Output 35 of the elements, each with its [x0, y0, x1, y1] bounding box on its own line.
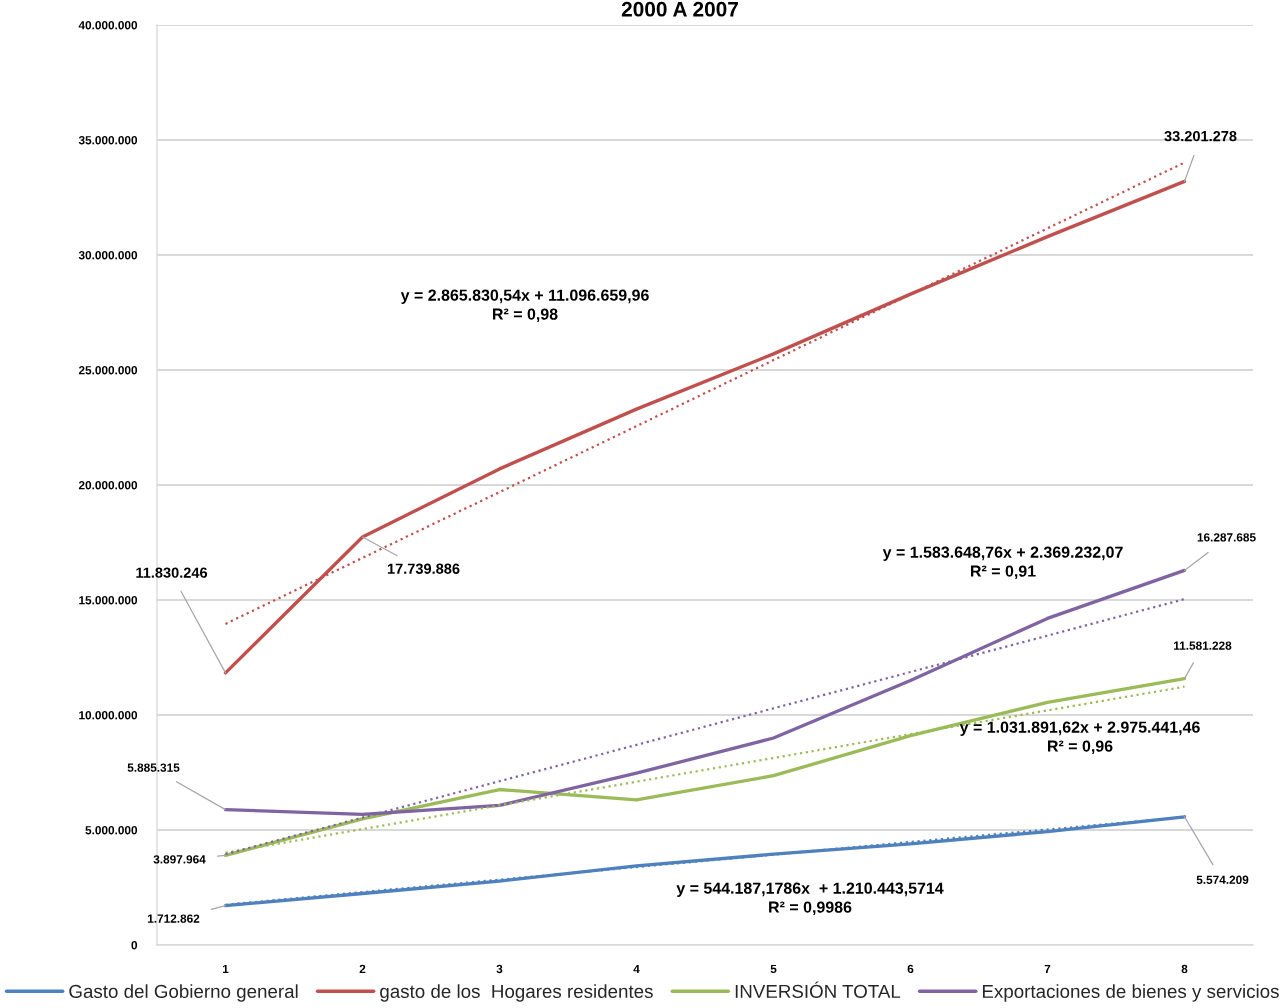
x-tick-label: 4	[633, 964, 640, 973]
data-label: 5.885.315	[127, 763, 180, 772]
data-label: 3.897.964	[153, 855, 206, 864]
x-tick-label: 5	[770, 964, 777, 974]
legend-label: Gasto del Gobierno general	[69, 984, 298, 1002]
annotation: y = 1.031.891,62x + 2.975.441,46 R² = 0,96	[959, 721, 1200, 755]
data-label: 11.581.228	[1174, 641, 1232, 650]
data-label: 17.739.886	[387, 563, 460, 574]
x-tick-label: 6	[907, 964, 914, 974]
y-tick-label: 15.000.000	[79, 596, 138, 605]
annotation: y = 1.583.648,76x + 2.369.232,07 R² = 0,91	[882, 546, 1123, 580]
data-label: 1.712.862	[147, 914, 200, 923]
y-tick-label: 20.000.000	[78, 481, 138, 490]
data-label: 5.574.209	[1196, 875, 1249, 884]
x-tick-label: 7	[1044, 964, 1051, 973]
y-tick-label: 10.000.000	[79, 711, 138, 720]
x-tick-label: 1	[222, 964, 229, 973]
data-label: 16.287.685	[1197, 533, 1256, 542]
legend-label: INVERSIÓN TOTAL	[735, 981, 901, 999]
y-tick-label: 35.000.000	[78, 136, 138, 145]
x-tick-label: 3	[496, 964, 503, 974]
x-tick-label: 2	[359, 964, 366, 973]
chart-title: 2000 A 2007	[621, 1, 738, 17]
y-tick-label: 5.000.000	[85, 826, 138, 835]
x-tick-label: 8	[1181, 964, 1188, 974]
legend-label: Exportaciones de bienes y servicios	[982, 984, 1279, 1002]
y-tick-label: 30.000.000	[78, 251, 138, 260]
annotation: y = 544.187,1786x + 1.210.443,5714 R² = 0,9986	[676, 882, 944, 916]
data-label: 33.201.278	[1164, 130, 1237, 142]
y-tick-label: 0	[131, 941, 138, 950]
legend-label: gasto de los Hogares residentes	[380, 984, 653, 1002]
y-tick-label: 40.000.000	[78, 21, 138, 30]
data-label: 11.830.246	[136, 567, 208, 578]
y-tick-label: 25.000.000	[78, 366, 138, 375]
annotation: y = 2.865.830,54x + 11.096.659,96 R² = 0,98	[400, 289, 649, 323]
